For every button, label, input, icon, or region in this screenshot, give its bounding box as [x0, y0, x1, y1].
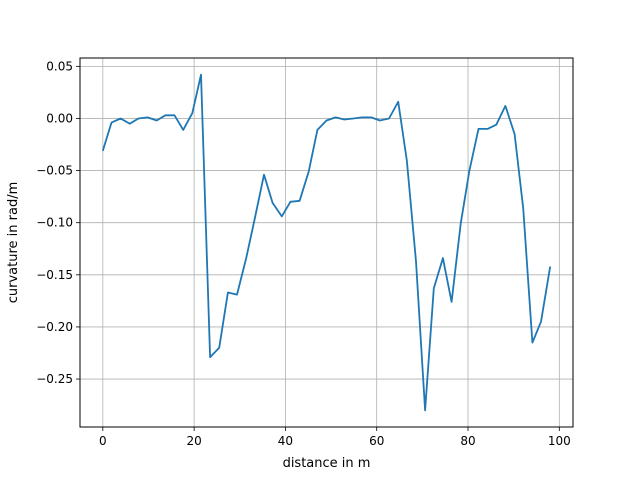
y-tick-label: −0.10 — [36, 216, 73, 230]
y-tick-label: 0.00 — [46, 111, 73, 125]
y-tick-label: −0.05 — [36, 164, 73, 178]
plot-frame — [79, 57, 574, 428]
y-tick-label: −0.15 — [36, 268, 73, 282]
y-tick-label: 0.05 — [46, 59, 73, 73]
x-tick-label: 60 — [369, 434, 384, 448]
grid-lines — [80, 58, 573, 427]
x-axis-ticks: 0 20 40 60 80 100 — [99, 427, 571, 448]
x-axis-label: distance in m — [283, 456, 371, 471]
series-layer — [101, 73, 552, 412]
x-tick-label: 20 — [186, 434, 201, 448]
x-tick-label: 40 — [278, 434, 293, 448]
x-tick-label: 80 — [460, 434, 475, 448]
y-tick-label: −0.20 — [36, 320, 73, 334]
x-tick-label: 0 — [99, 434, 107, 448]
x-tick-label: 100 — [548, 434, 571, 448]
y-axis-ticks: 0.05 0.00 −0.05 −0.10 −0.15 −0.20 −0.25 — [36, 59, 80, 386]
series-line — [101, 73, 552, 412]
y-axis-label: curvature in rad/m — [6, 182, 21, 304]
y-tick-label: −0.25 — [36, 372, 73, 386]
